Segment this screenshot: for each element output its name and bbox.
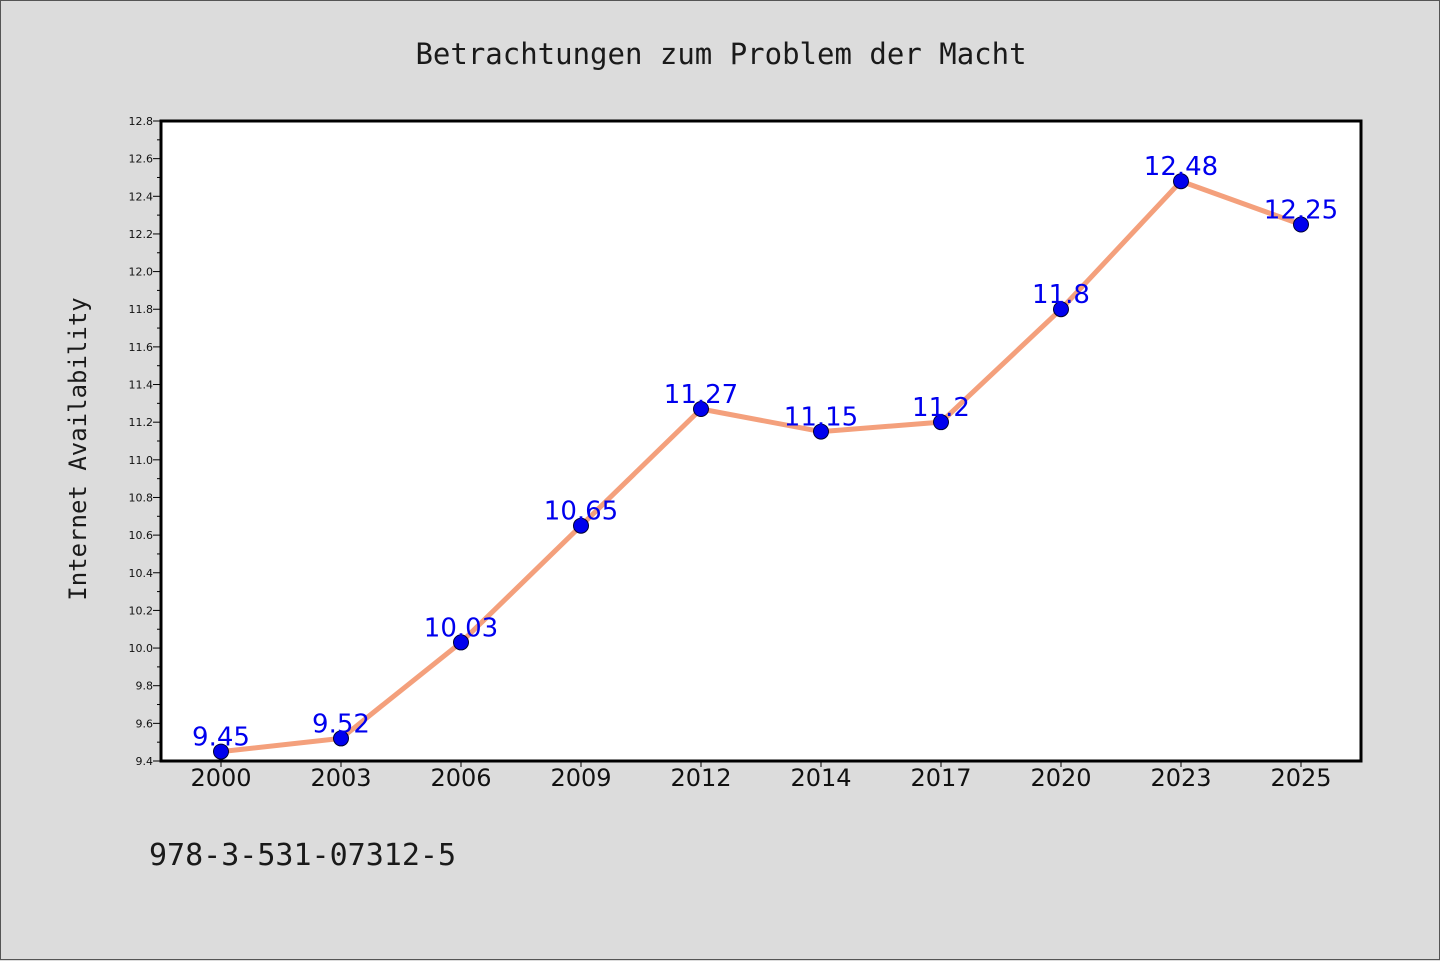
x-tick-label: 2000 [190, 764, 251, 792]
data-point [1053, 301, 1069, 318]
series-layer [213, 173, 1309, 760]
data-label: 10.03 [424, 613, 498, 643]
x-tick-label: 2014 [790, 764, 851, 792]
data-label: 11.2 [912, 393, 970, 423]
y-tick-label: 11.0 [129, 454, 154, 467]
plot-frame [159, 119, 1363, 763]
y-tick-label: 11.8 [129, 303, 154, 316]
y-tick-label: 11.2 [129, 416, 154, 429]
data-point [693, 401, 709, 417]
y-tick-label: 12.4 [129, 190, 154, 203]
data-point [213, 743, 229, 760]
y-tick-label: 12.6 [129, 153, 154, 166]
x-tick-label: 2009 [550, 764, 611, 792]
data-point [813, 423, 829, 440]
data-point [573, 517, 589, 534]
data-label: 11.27 [664, 380, 738, 410]
data-label: 11.15 [784, 403, 858, 433]
chart-title: Betrachtungen zum Problem der Macht [415, 37, 1026, 71]
y-axis-label: Internet Availability [64, 297, 92, 600]
data-label-layer: 9.45 9.52 10.03 10.65 11.27 11.15 11.2 11.8 12.4… [192, 152, 1338, 752]
x-tick-label: 2003 [310, 764, 371, 792]
y-tick-label: 11.6 [129, 341, 154, 354]
data-point [1173, 173, 1189, 190]
x-tick-label: 2012 [670, 764, 731, 792]
y-tick-label: 9.4 [136, 755, 154, 768]
data-point [333, 730, 349, 747]
data-label: 12.48 [1144, 152, 1218, 182]
data-label: 12.25 [1264, 196, 1338, 226]
data-label: 11.8 [1032, 280, 1090, 310]
x-tick-label: 2020 [1030, 764, 1091, 792]
isbn-text: 978-3-531-07312-5 [149, 838, 456, 873]
data-label: 9.45 [192, 723, 250, 753]
y-tick-label: 10.2 [129, 604, 154, 617]
y-tick-label: 10.8 [129, 491, 154, 504]
plot-area [161, 121, 1361, 761]
y-tick-label: 10.4 [129, 567, 154, 580]
data-point [453, 634, 469, 651]
x-tick-label: 2023 [1150, 764, 1211, 792]
series-line [218, 178, 1304, 755]
y-tick-label: 9.6 [136, 717, 154, 730]
x-tick-label: 2006 [430, 764, 491, 792]
x-tick-label: 2025 [1270, 764, 1331, 792]
data-label: 10.65 [544, 497, 618, 527]
y-tick-label: 10.6 [129, 529, 154, 542]
data-label: 9.52 [312, 709, 370, 739]
data-point [1293, 216, 1309, 233]
x-tick-label: 2017 [910, 764, 971, 792]
y-tick-label: 11.4 [129, 379, 154, 392]
y-tick-label: 10.0 [129, 642, 154, 655]
data-point [933, 414, 949, 431]
y-axis: 9.4 9.6 9.8 10.0 10.2 10.4 10.6 10.8 11.0 11.2 11.… [129, 115, 161, 768]
y-tick-label: 12.8 [129, 115, 154, 128]
y-tick-label: 12.0 [129, 266, 154, 279]
x-axis: 2000 2003 2006 2009 2012 2014 2017 2020 2023 2025 [190, 761, 1332, 792]
y-tick-label: 12.2 [129, 228, 154, 241]
y-tick-label: 9.8 [136, 680, 154, 693]
